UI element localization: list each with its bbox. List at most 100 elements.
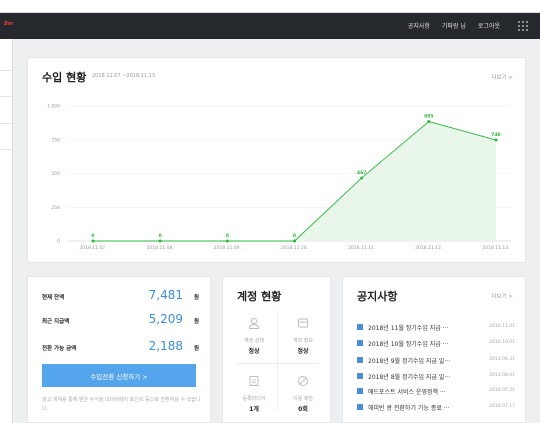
browser-top-strip [0,0,540,13]
media-value: 1개 [249,406,259,413]
notice-item[interactable]: 2018년 9월 정기수입 지급 일··· 2018.08.31 [357,356,515,366]
income-title: 수입 현황 [42,71,87,84]
notice-item-date: 2018.07.17 [489,404,515,409]
notice-item[interactable]: 애드포스트 서비스 운영정책 ··· 2018.07.26 [357,387,515,397]
balance-label: 현재 잔액 [42,295,65,301]
notice-item-date: 2018.08.31 [489,357,515,362]
ban-icon [298,376,308,386]
notice-item-icon [357,388,363,394]
divider [237,363,319,364]
notice-item-title: 애드포스트 서비스 운영정책 ··· [368,389,446,396]
data-point [158,239,162,243]
bank-info-value: 정상 [297,348,309,355]
income-chart: 0 250 500 750 1,000 0 2018.11.07. 0 2018.11.08. 0… [47,104,511,251]
y-tick-label: 0 [57,239,60,245]
x-tick-label: 2018.11.11. [348,245,375,251]
notice-item-icon [357,373,363,379]
balance-label: 최근 지급액 [42,319,70,325]
x-tick-label: 2018.11.13. [482,245,509,251]
bank-info-cell: 계좌 정보 정상 [280,317,326,355]
balance-note: 광고 게재를 통해 받은 수익을 네이버페이 포인트 등으로 전환하실 수 있습… [42,397,201,412]
nav-user-name[interactable]: 기파랑 님 [441,23,466,30]
apps-grid-icon[interactable] [518,21,528,31]
notice-item-icon [357,340,363,346]
media-cell: 등록미디어 1개 [231,375,277,413]
media-label: 등록미디어 [242,396,266,402]
notice-item-icon [357,357,363,363]
side-divider [0,96,13,97]
notice-item[interactable]: 2018년 8월 정기수입 지급 일··· 2018.08.01 [357,372,515,382]
brand-logo[interactable]: Bm [4,21,14,27]
user-icon [249,317,259,329]
notice-item[interactable]: 2018년 11월 정기수입 지급 ··· 2018.11.01 [357,323,515,333]
data-label: 748 [491,132,500,138]
account-state-cell: 계정 상태 정상 [231,317,277,355]
notice-item-date: 2018.07.26 [489,388,515,393]
data-label: 0 [159,233,162,239]
data-point [225,239,229,243]
balance-unit: 원 [193,346,199,352]
data-point [360,176,364,180]
income-date-range: 2018.11.07 ~2018.11.13. [92,73,157,79]
notice-card: 공지사항 더보기 > 2018년 11월 정기수입 지급 ··· 2018.11.… [342,276,526,423]
y-tick-label: 500 [51,171,60,177]
restriction-value: 0회 [298,406,308,413]
notice-item-title: 2018년 9월 정기수입 지급 일··· [368,358,451,365]
data-point [427,120,431,124]
balance-row: 최근 지급액 5,209 원 [42,312,199,328]
income-more-link[interactable]: 더보기 > [491,75,513,81]
balance-value: 7,481 [148,288,183,302]
side-divider [0,123,13,124]
balance-unit: 원 [193,319,199,325]
balance-value: 2,188 [148,339,183,353]
notice-item-date: 2018.11.01 [489,324,515,329]
data-label: 885 [424,114,433,120]
notice-item-title: 2018년 10월 정기수입 지급 ··· [368,341,449,348]
data-label: 467 [357,170,366,176]
account-title: 계정 현황 [237,290,282,303]
income-status-card: 수입 현황 2018.11.07 ~2018.11.13. 더보기 > 0 250… [27,57,526,263]
balance-label: 전환 가능 금액 [42,346,77,352]
notice-item-date: 2018.10.01 [489,340,515,345]
notice-item-icon [357,324,363,330]
account-status-card: 계정 현황 계정 상태 정상 계좌 정보 정상 등록미디어 1개 이용 제한 0… [222,276,331,423]
divider [277,311,278,411]
notice-item[interactable]: 해피빈 콩 전환하기 기능 종료 ··· 2018.07.17 [357,403,515,413]
series-area [93,121,496,241]
notice-item[interactable]: 2018년 10월 정기수입 지급 ··· 2018.10.01 [357,339,515,349]
nav-notice-link[interactable]: 공지사항 [407,23,430,30]
data-point [91,239,95,243]
balance-row: 현재 잔액 7,481 원 [42,288,199,304]
data-label: 0 [226,233,229,239]
balance-unit: 원 [193,295,199,301]
side-divider [0,149,13,150]
notice-item-title: 2018년 8월 정기수입 지급 일··· [368,374,451,381]
account-state-label: 계정 상태 [244,338,264,344]
x-tick-label: 2018.11.09. [214,245,241,251]
notice-item-icon [357,404,363,410]
balance-value: 5,209 [148,312,183,326]
notice-item-title: 해피빈 콩 전환하기 기능 종료 ··· [368,405,450,412]
notice-more-link[interactable]: 더보기 > [491,294,513,300]
wallet-icon [298,318,308,328]
restriction-cell: 이용 제한 0회 [280,375,326,413]
balance-card: 현재 잔액 7,481 원 최근 지급액 5,209 원 전환 가능 금액 2,… [27,276,211,423]
nav-logout-link[interactable]: 로그아웃 [477,23,500,30]
y-tick-label: 250 [51,205,60,211]
notice-item-title: 2018년 11월 정기수입 지급 ··· [368,325,449,332]
top-navigation-bar: Bm 공지사항 기파랑 님 로그아웃 [0,13,540,39]
x-tick-label: 2018.11.07. [79,245,106,251]
data-label: 0 [293,233,296,239]
data-point [293,239,296,243]
media-icon [249,376,259,386]
x-tick-label: 2018.11.08. [147,245,174,251]
data-point [494,138,498,142]
restriction-label: 이용 제한 [293,396,313,402]
x-tick-label: 2018.11.12. [415,245,442,251]
notice-title: 공지사항 [357,290,398,303]
nav-links: 공지사항 기파랑 님 로그아웃 [408,21,500,30]
account-state-value: 정상 [248,348,260,355]
convert-income-button[interactable]: 수입전환 신청하기 > [42,364,196,387]
y-tick-label: 750 [51,137,60,143]
x-tick-label: 2018.11.10. [281,245,308,251]
